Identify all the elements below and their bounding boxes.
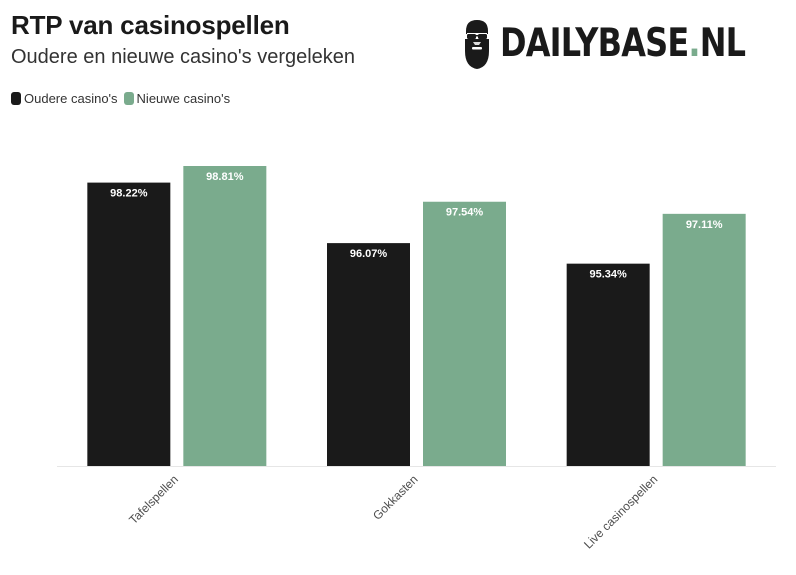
bar bbox=[183, 166, 267, 466]
legend-item-nieuwe: Nieuwe casino's bbox=[123, 91, 231, 106]
legend-swatch bbox=[11, 92, 21, 105]
brand-logo-text-main: DAILYBASE bbox=[500, 21, 689, 66]
bar bbox=[662, 213, 746, 466]
brand-logo: DAILYBASE.NL bbox=[460, 16, 796, 72]
legend-label: Oudere casino's bbox=[24, 91, 118, 106]
bar-value-label: 95.34% bbox=[590, 269, 628, 281]
bar-value-label: 96.07% bbox=[350, 248, 388, 260]
legend-label: Nieuwe casino's bbox=[136, 91, 231, 106]
x-tick-label: Live casinospellen bbox=[581, 472, 660, 551]
bar bbox=[327, 243, 410, 466]
x-tick-label: Gokkasten bbox=[370, 472, 420, 522]
chart-subtitle: Oudere en nieuwe casino's vergeleken bbox=[11, 46, 356, 68]
x-tick-label: Tafelspellen bbox=[126, 472, 181, 527]
bar-value-label: 97.54% bbox=[446, 207, 484, 219]
bar bbox=[423, 201, 506, 466]
brand-logo-dot: . bbox=[688, 21, 700, 66]
bar-value-label: 97.11% bbox=[686, 219, 723, 231]
legend-swatch bbox=[123, 92, 134, 105]
legend-item-oudere: Oudere casino's bbox=[11, 91, 118, 106]
bar bbox=[87, 182, 171, 466]
bar-value-label: 98.81% bbox=[206, 171, 244, 183]
brand-logo-text-tld: NL bbox=[699, 21, 746, 66]
bar bbox=[566, 263, 650, 466]
brand-logo-text: DAILYBASE.NL bbox=[500, 16, 746, 72]
chart-title: RTP van casinospellen bbox=[11, 10, 290, 40]
bar-value-label: 98.22% bbox=[110, 188, 148, 200]
chart-legend: Oudere casino's Nieuwe casino's bbox=[11, 91, 236, 106]
bearded-man-sunglasses-icon bbox=[465, 20, 489, 69]
